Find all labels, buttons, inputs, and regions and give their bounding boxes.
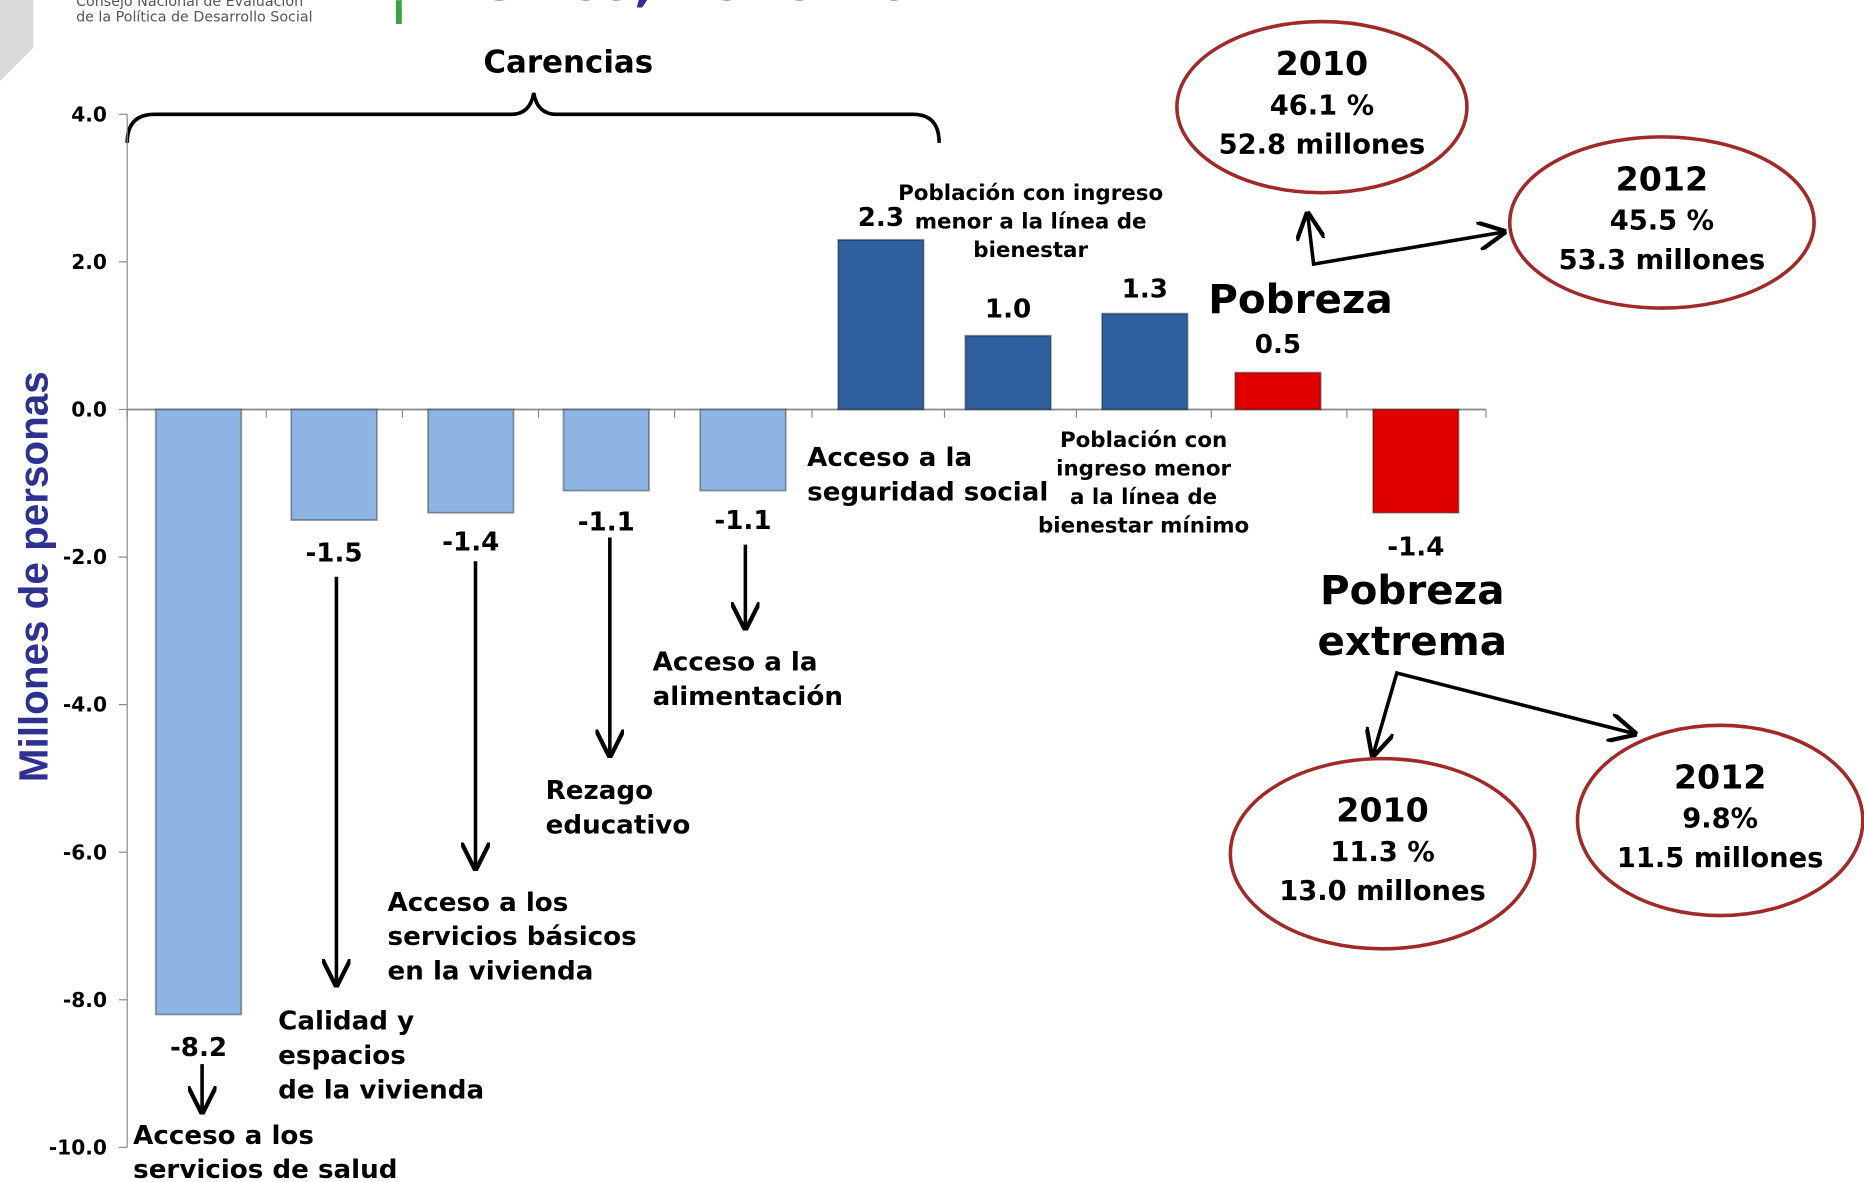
annotation-text: 46.1 % — [1270, 90, 1374, 121]
category-label: Calidad y — [278, 1007, 414, 1037]
annotation-text: 45.5 % — [1610, 206, 1714, 237]
category-label: Población con ingreso — [898, 181, 1163, 206]
category-label: Pobreza — [1320, 566, 1504, 614]
value-label: 1.3 — [1122, 274, 1168, 304]
category-label: a la línea de — [1070, 485, 1217, 510]
y-tick-label: 0.0 — [71, 398, 107, 422]
org-line: Consejo Nacional de Evaluación — [76, 0, 303, 10]
category-label: servicios básicos — [388, 922, 637, 952]
y-tick-label: 4.0 — [71, 102, 107, 126]
category-label: educativo — [546, 811, 691, 841]
category-label: seguridad social — [807, 478, 1048, 508]
value-label: 0.5 — [1255, 330, 1301, 360]
value-label: 1.0 — [985, 295, 1031, 325]
bar — [837, 238, 925, 411]
category-label: extrema — [1318, 617, 1507, 665]
y-tick-label: -8.0 — [63, 988, 107, 1012]
annotation-text: 52.8 millones — [1219, 130, 1426, 161]
bar — [427, 408, 515, 514]
category-label: Acceso a los — [388, 888, 569, 918]
category-label: Acceso a la — [653, 648, 818, 678]
bar — [1101, 312, 1189, 411]
category-label: servicios de salud — [133, 1155, 397, 1182]
category-label: Acceso a los — [133, 1121, 314, 1151]
value-label: -1.1 — [578, 507, 635, 537]
value-label: -1.4 — [1387, 532, 1444, 562]
arrows — [202, 214, 1634, 1112]
category-label: bienestar mínimo — [1038, 514, 1249, 539]
category-label: menor a la línea de — [915, 209, 1147, 234]
y-axis-label: Millones de personas — [11, 371, 57, 782]
annotation-text: 2010 — [1276, 44, 1369, 83]
org-line: de la Política de Desarrollo Social — [76, 10, 312, 26]
annotation-text: 2012 — [1616, 159, 1709, 198]
annotation-ellipse — [1507, 135, 1816, 310]
category-label: alimentación — [653, 682, 843, 712]
annotation-text: 2010 — [1336, 791, 1429, 830]
y-tick-label: -6.0 — [63, 840, 107, 864]
category-label: en la vivienda — [388, 957, 594, 987]
bar — [562, 408, 650, 492]
bar — [154, 408, 243, 1016]
chart-title: México, 2010-2012 — [428, 0, 985, 13]
value-label: 2.3 — [858, 203, 904, 233]
bar — [290, 408, 378, 522]
y-tick-label: -10.0 — [49, 1135, 107, 1159]
category-label: Rezago — [546, 776, 653, 806]
bar — [964, 334, 1052, 411]
category-label: de la vivienda — [278, 1076, 484, 1106]
annotation-ellipse — [1175, 19, 1469, 195]
category-label: espacios — [278, 1041, 406, 1071]
bar — [699, 408, 787, 492]
annotation-ellipse — [1575, 723, 1864, 918]
annotation-ellipse — [1228, 756, 1537, 951]
y-tick-label: -2.0 — [63, 545, 107, 569]
annotation-text: 9.8% — [1682, 804, 1758, 835]
group-label: Carencias — [483, 45, 653, 81]
category-label: Pobreza — [1208, 275, 1392, 323]
annotation-text: 13.0 millones — [1279, 876, 1486, 907]
value-label: -8.2 — [170, 1033, 227, 1063]
y-tick-label: -4.0 — [63, 693, 107, 717]
y-tick-label: 2.0 — [71, 250, 107, 274]
bar — [1234, 371, 1322, 411]
category-label: Población con — [1060, 428, 1227, 453]
bar — [1372, 408, 1460, 514]
title-bar — [395, 0, 402, 24]
annotation-text: 11.3 % — [1330, 837, 1434, 868]
category-label: bienestar — [973, 238, 1088, 263]
value-label: -1.1 — [714, 506, 771, 536]
annotation-text: 2012 — [1674, 757, 1767, 796]
logo-shape — [0, 0, 34, 82]
annotation-text: 53.3 millones — [1559, 245, 1766, 276]
brace — [125, 92, 941, 143]
value-label: -1.5 — [305, 538, 362, 568]
category-label: Acceso a la — [807, 443, 972, 473]
value-label: -1.4 — [442, 528, 499, 558]
annotation-text: 11.5 millones — [1617, 843, 1824, 874]
category-label: ingreso menor — [1056, 457, 1231, 482]
